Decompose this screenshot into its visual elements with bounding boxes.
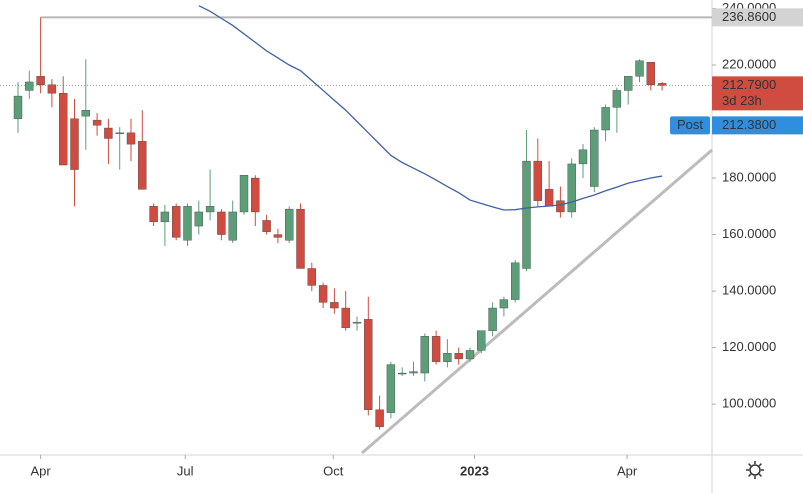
x-tick-label: Apr — [30, 463, 51, 478]
post-price-box — [712, 116, 803, 135]
candle-body — [477, 330, 486, 351]
candle-body — [307, 268, 316, 286]
candle-body — [205, 206, 215, 213]
x-tick-label: Apr — [617, 463, 638, 478]
candle-body — [590, 129, 599, 187]
candle-body — [431, 336, 441, 362]
post-tag: Post — [677, 117, 703, 132]
y-tick-label: 140.0000 — [722, 283, 776, 298]
candle-body — [13, 95, 23, 119]
x-tick-label: Jul — [177, 463, 194, 478]
y-tick-label: 160.0000 — [722, 226, 776, 241]
candle-body — [646, 61, 655, 85]
candle-body — [386, 364, 396, 413]
y-tick-label: 220.0000 — [722, 56, 776, 71]
candle-body — [262, 220, 271, 232]
last-price-box — [712, 76, 803, 111]
candle-body — [285, 208, 294, 241]
hline-label: 236.8600 — [722, 9, 776, 24]
candle-body — [47, 84, 57, 94]
candle-body — [239, 175, 249, 213]
candle-body — [92, 119, 102, 126]
candle-body — [544, 189, 554, 207]
post-price-label: 212.3800 — [722, 117, 776, 132]
candle-body — [443, 353, 452, 362]
candle-body — [567, 163, 576, 213]
candle-body — [398, 372, 407, 375]
candle-body — [81, 110, 91, 117]
candle-body — [318, 285, 328, 303]
candle-body — [341, 307, 350, 329]
candle-body — [612, 90, 622, 108]
post-tag-box — [670, 116, 710, 135]
y-tick-label: 100.0000 — [722, 396, 776, 411]
candle-body — [217, 211, 226, 235]
candle-body — [273, 234, 283, 238]
countdown-label: 3d 23h — [722, 93, 762, 108]
candle-body — [330, 302, 339, 309]
candle-body — [160, 211, 170, 223]
candle-body — [115, 132, 124, 135]
candle-body — [488, 307, 497, 331]
candle-body — [183, 206, 192, 241]
candle-body — [70, 118, 79, 170]
candle-body — [511, 262, 520, 300]
candle-body — [522, 160, 531, 269]
candle-body — [533, 160, 542, 201]
candle-body — [624, 76, 633, 91]
candle-body — [296, 208, 305, 269]
candle-body — [228, 211, 237, 241]
candle-body — [499, 299, 509, 309]
candle-body — [138, 141, 147, 190]
trendline — [361, 148, 713, 455]
moving-average — [198, 5, 663, 211]
candle-body — [59, 93, 68, 166]
candle-body — [420, 336, 429, 374]
candle-body — [104, 127, 113, 139]
candle-body — [126, 132, 136, 145]
candle-body — [149, 206, 158, 223]
candle-body — [657, 83, 667, 86]
candle-body — [36, 76, 45, 85]
candle-body — [601, 107, 610, 131]
gear-spokes[interactable] — [746, 461, 764, 479]
candle-body — [352, 321, 362, 324]
candle-body — [454, 353, 463, 360]
candle-body — [364, 319, 373, 410]
x-tick-label: 2023 — [460, 463, 489, 478]
y-tick-label: 120.0000 — [722, 339, 776, 354]
candle-body — [194, 211, 204, 227]
candle-body — [635, 60, 644, 77]
settings-button[interactable] — [746, 461, 764, 479]
candle-body — [25, 81, 34, 91]
x-tick-label: Oct — [323, 463, 344, 478]
candle-body — [375, 409, 384, 427]
candle-body — [556, 200, 565, 213]
last-price-label: 212.7900 — [722, 77, 776, 92]
y-tick-label: 180.0000 — [722, 169, 776, 184]
candle-body — [251, 177, 260, 213]
candle-body — [171, 206, 181, 238]
candle-body — [409, 371, 418, 374]
gear-icon[interactable] — [749, 464, 761, 476]
candle-body — [578, 149, 588, 165]
hline-label-box — [712, 8, 803, 27]
candle-body — [465, 350, 475, 360]
